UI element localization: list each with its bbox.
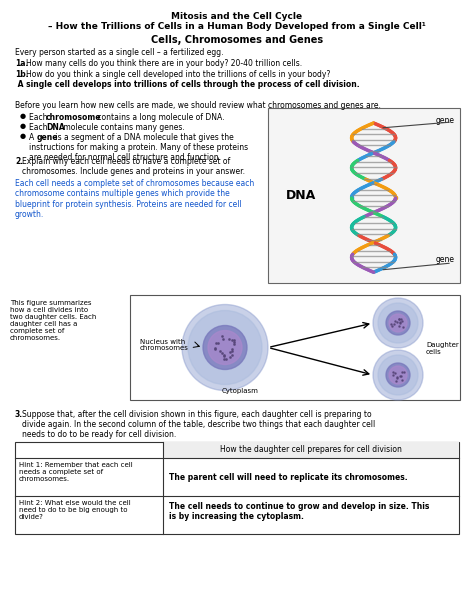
Text: How the daughter cell prepares for cell division: How the daughter cell prepares for cell … <box>220 446 402 454</box>
Circle shape <box>373 298 423 348</box>
Text: Daughter
cells: Daughter cells <box>426 343 459 356</box>
Text: gene: gene <box>37 133 58 142</box>
Text: A single cell develops into trillions of cells through the process of cell divis: A single cell develops into trillions of… <box>15 80 360 89</box>
Text: Each: Each <box>29 113 50 122</box>
Circle shape <box>389 366 407 384</box>
Circle shape <box>386 311 410 335</box>
Circle shape <box>389 314 407 332</box>
Text: This figure summarizes
how a cell divides into
two daughter cells. Each
daughter: This figure summarizes how a cell divide… <box>10 300 96 341</box>
Text: The cell needs to continue to grow and develop in size. This
is by increasing th: The cell needs to continue to grow and d… <box>169 502 429 522</box>
Text: Hint 1: Remember that each cell
needs a complete set of
chromosomes.: Hint 1: Remember that each cell needs a … <box>19 462 133 482</box>
Bar <box>130 295 460 400</box>
Circle shape <box>386 363 410 387</box>
Circle shape <box>182 305 268 390</box>
Text: chromosome: chromosome <box>46 113 101 122</box>
Text: needs to do to be ready for cell division.: needs to do to be ready for cell divisio… <box>22 430 176 439</box>
Text: Suppose that, after the cell division shown in this figure, each daughter cell i: Suppose that, after the cell division sh… <box>22 410 372 419</box>
Text: Hint 2: What else would the cell
need to do to be big enough to
divide?: Hint 2: What else would the cell need to… <box>19 500 131 520</box>
Text: Explain why each cell needs to have a complete set of: Explain why each cell needs to have a co… <box>22 157 230 166</box>
Text: 1a.: 1a. <box>15 59 28 68</box>
Text: molecule contains many genes.: molecule contains many genes. <box>61 123 185 132</box>
Text: ●: ● <box>20 133 26 139</box>
Text: Each cell needs a complete set of chromosomes because each
chromosome contains m: Each cell needs a complete set of chromo… <box>15 179 254 219</box>
Text: Cells, Chromosomes and Genes: Cells, Chromosomes and Genes <box>151 35 323 45</box>
Text: – How the Trillions of Cells in a Human Body Developed from a Single Cell¹: – How the Trillions of Cells in a Human … <box>48 22 426 31</box>
Text: are needed for normal cell structure and function.: are needed for normal cell structure and… <box>29 153 221 162</box>
Text: contains a long molecule of DNA.: contains a long molecule of DNA. <box>95 113 225 122</box>
Text: 1b.: 1b. <box>15 70 28 79</box>
Circle shape <box>378 303 418 343</box>
Circle shape <box>203 326 247 370</box>
Text: ●: ● <box>20 123 26 129</box>
Bar <box>268 108 460 283</box>
Text: Mitosis and the Cell Cycle: Mitosis and the Cell Cycle <box>172 12 302 21</box>
Text: Nucleus with
chromosomes: Nucleus with chromosomes <box>140 338 189 351</box>
Circle shape <box>188 311 262 384</box>
Text: Every person started as a single cell – a fertilized egg.: Every person started as a single cell – … <box>15 48 224 57</box>
Bar <box>163 442 459 458</box>
Text: ●: ● <box>20 113 26 119</box>
Text: Before you learn how new cells are made, we should review what chromosomes and g: Before you learn how new cells are made,… <box>15 101 381 110</box>
Text: instructions for making a protein. Many of these proteins: instructions for making a protein. Many … <box>29 143 248 152</box>
Text: chromosomes. Include genes and proteins in your answer.: chromosomes. Include genes and proteins … <box>22 167 245 176</box>
Text: A: A <box>29 133 36 142</box>
Circle shape <box>208 330 242 365</box>
Circle shape <box>378 355 418 395</box>
Text: divide again. In the second column of the table, describe two things that each d: divide again. In the second column of th… <box>22 420 375 429</box>
Text: Cytoplasm: Cytoplasm <box>221 388 258 394</box>
Text: How many cells do you think there are in your body? 20-40 trillion cells.: How many cells do you think there are in… <box>26 59 302 68</box>
Bar <box>15 442 459 534</box>
Text: gene: gene <box>436 255 455 264</box>
Text: Each: Each <box>29 123 50 132</box>
Circle shape <box>373 350 423 400</box>
Text: How do you think a single cell developed into the trillions of cells in your bod: How do you think a single cell developed… <box>26 70 330 79</box>
Text: gene: gene <box>436 116 455 125</box>
Text: DNA: DNA <box>286 189 316 202</box>
Text: 2.: 2. <box>15 157 23 166</box>
Text: is a segment of a DNA molecule that gives the: is a segment of a DNA molecule that give… <box>53 133 234 142</box>
Text: 3.: 3. <box>15 410 23 419</box>
Text: The parent cell will need to replicate its chromosomes.: The parent cell will need to replicate i… <box>169 473 408 481</box>
Text: DNA: DNA <box>46 123 65 132</box>
